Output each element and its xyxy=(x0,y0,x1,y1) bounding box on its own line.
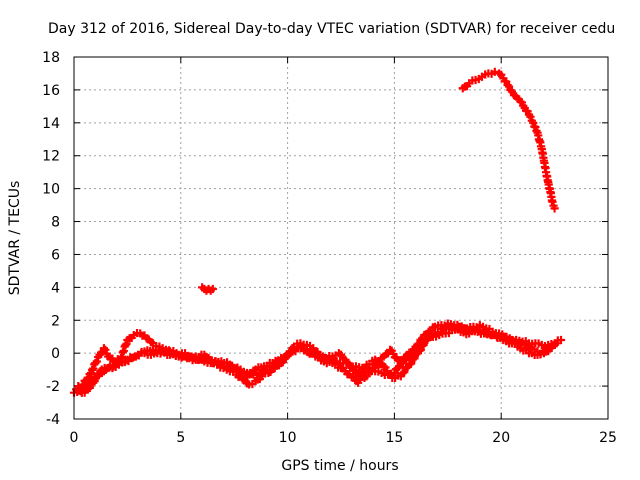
data-point xyxy=(92,357,101,366)
series-track-b xyxy=(74,319,561,391)
x-tick-label: 25 xyxy=(599,430,617,446)
y-tick-label: -2 xyxy=(46,379,60,395)
chart-title: Day 312 of 2016, Sidereal Day-to-day VTE… xyxy=(48,21,615,37)
series-high-arc xyxy=(458,67,559,213)
y-tick-label: 16 xyxy=(42,83,60,99)
x-tick-label: 15 xyxy=(385,430,403,446)
y-axis-title: SDTVAR / TECUs xyxy=(7,181,23,296)
data-point xyxy=(406,359,416,368)
y-tick-label: 14 xyxy=(42,116,60,132)
data-points xyxy=(69,67,566,397)
grid-lines xyxy=(74,57,608,419)
y-tick-label: 4 xyxy=(51,280,60,296)
x-tick-label: 20 xyxy=(492,430,510,446)
y-tick-label: 8 xyxy=(51,215,60,231)
data-point xyxy=(208,284,217,294)
x-tick-label: 0 xyxy=(70,430,79,446)
y-tick-label: 10 xyxy=(42,182,60,198)
data-point xyxy=(550,204,559,213)
series-isolated-cluster xyxy=(198,283,217,295)
y-tick-label: 2 xyxy=(51,313,60,329)
y-tick-label: 6 xyxy=(51,247,60,263)
series-track-c xyxy=(72,322,559,397)
x-tick-label: 10 xyxy=(279,430,297,446)
data-point xyxy=(410,354,419,363)
data-point xyxy=(550,340,559,350)
y-tick-label: -4 xyxy=(46,412,60,428)
data-point xyxy=(556,335,566,345)
y-tick-label: 0 xyxy=(51,346,60,362)
y-tick-label: 12 xyxy=(42,149,60,165)
data-point xyxy=(490,67,499,76)
tick-labels: 0 5 10 15 20 25 -4 -2 0 2 4 6 8 10 12 14 16 18 xyxy=(42,50,617,446)
x-tick-label: 5 xyxy=(176,430,185,446)
data-point xyxy=(400,368,409,377)
x-axis-title: GPS time / hours xyxy=(281,458,398,474)
plot-frame xyxy=(73,56,609,420)
y-tick-label: 18 xyxy=(42,50,60,66)
